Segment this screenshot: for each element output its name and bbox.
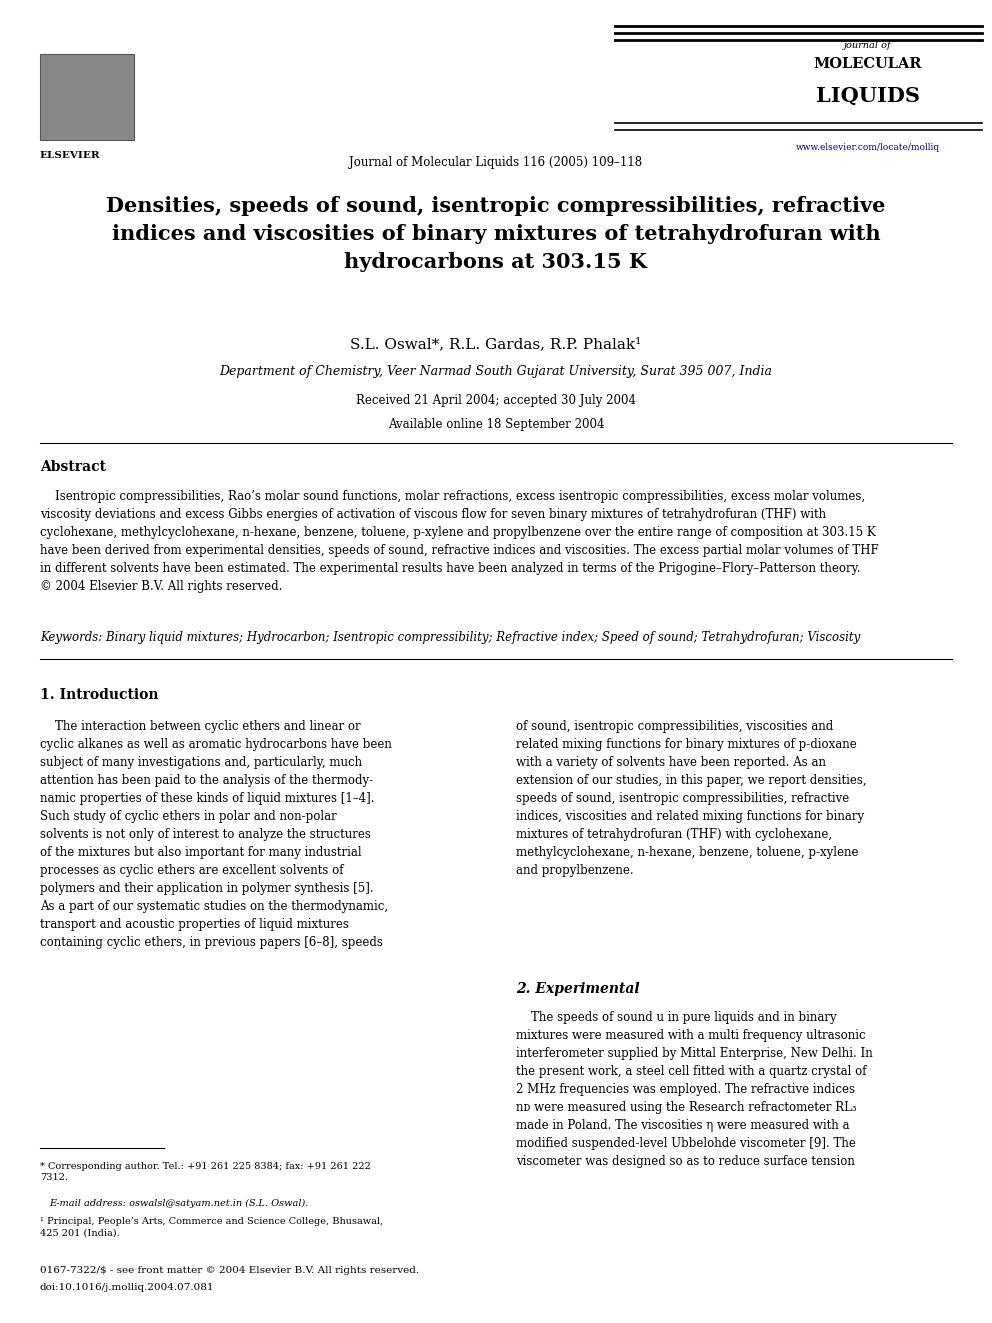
Text: journal of: journal of: [844, 41, 892, 50]
Text: Available online 18 September 2004: Available online 18 September 2004: [388, 418, 604, 431]
Text: * Corresponding author. Tel.: +91 261 225 8384; fax: +91 261 222
7312.: * Corresponding author. Tel.: +91 261 22…: [40, 1162, 371, 1183]
Text: of sound, isentropic compressibilities, viscosities and
related mixing functions: of sound, isentropic compressibilities, …: [516, 720, 866, 877]
Text: Abstract: Abstract: [40, 460, 106, 475]
Text: Keywords: Binary liquid mixtures; Hydrocarbon; Isentropic compressibility; Refra: Keywords: Binary liquid mixtures; Hydroc…: [40, 631, 860, 644]
Text: E-mail address: oswalsl@satyam.net.in (S.L. Oswal).: E-mail address: oswalsl@satyam.net.in (S…: [50, 1199, 309, 1208]
Text: Isentropic compressibilities, Rao’s molar sound functions, molar refractions, ex: Isentropic compressibilities, Rao’s mola…: [40, 490, 879, 593]
Text: doi:10.1016/j.molliq.2004.07.081: doi:10.1016/j.molliq.2004.07.081: [40, 1283, 214, 1293]
Text: Journal of Molecular Liquids 116 (2005) 109–118: Journal of Molecular Liquids 116 (2005) …: [349, 156, 643, 169]
Text: S.L. Oswal*, R.L. Gardas, R.P. Phalak¹: S.L. Oswal*, R.L. Gardas, R.P. Phalak¹: [350, 337, 642, 352]
Text: www.elsevier.com/locate/molliq: www.elsevier.com/locate/molliq: [796, 143, 940, 152]
Text: The interaction between cyclic ethers and linear or
cyclic alkanes as well as ar: The interaction between cyclic ethers an…: [40, 720, 392, 949]
Text: ELSEVIER: ELSEVIER: [40, 151, 100, 160]
FancyBboxPatch shape: [40, 54, 134, 140]
Text: Received 21 April 2004; accepted 30 July 2004: Received 21 April 2004; accepted 30 July…: [356, 394, 636, 407]
Text: Densities, speeds of sound, isentropic compressibilities, refractive
indices and: Densities, speeds of sound, isentropic c…: [106, 196, 886, 271]
Text: 2. Experimental: 2. Experimental: [516, 982, 640, 996]
Text: 0167-7322/$ - see front matter © 2004 Elsevier B.V. All rights reserved.: 0167-7322/$ - see front matter © 2004 El…: [40, 1266, 419, 1275]
Text: ¹ Principal, People’s Arts, Commerce and Science College, Bhusawal,
425 201 (Ind: ¹ Principal, People’s Arts, Commerce and…: [40, 1217, 383, 1238]
Text: MOLECULAR: MOLECULAR: [813, 57, 923, 71]
Text: 1. Introduction: 1. Introduction: [40, 688, 158, 703]
Text: Department of Chemistry, Veer Narmad South Gujarat University, Surat 395 007, In: Department of Chemistry, Veer Narmad Sou…: [219, 365, 773, 378]
Text: The speeds of sound u in pure liquids and in binary
mixtures were measured with : The speeds of sound u in pure liquids an…: [516, 1011, 873, 1168]
Text: LIQUIDS: LIQUIDS: [816, 86, 920, 106]
